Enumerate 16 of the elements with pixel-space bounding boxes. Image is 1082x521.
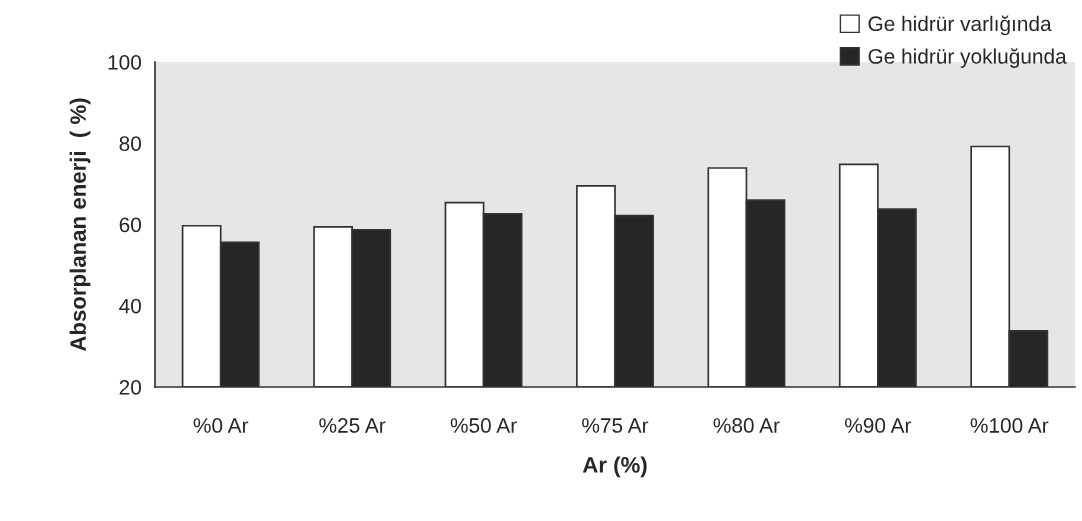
x-tick-label: %90 Ar bbox=[845, 418, 912, 433]
x-tick-label: %0 Ar bbox=[193, 418, 249, 433]
x-tick-label: %100 Ar bbox=[970, 418, 1049, 433]
y-axis-title: Absorplanan enerji ( %) bbox=[69, 98, 91, 352]
x-tick-label: %25 Ar bbox=[319, 418, 386, 433]
y-tick-label: 60 bbox=[119, 217, 141, 233]
x-axis-title: Ar (%) bbox=[582, 456, 647, 478]
legend-label: Ge hidrür yokluğunda bbox=[868, 48, 1067, 68]
y-tick-label: 80 bbox=[119, 136, 141, 151]
legend-label: Ge hidrür varlığında bbox=[868, 15, 1052, 36]
x-tick-label: %75 Ar bbox=[582, 418, 649, 433]
x-tick-label: %50 Ar bbox=[450, 418, 517, 433]
y-tick-label: 20 bbox=[119, 380, 141, 395]
x-tick-label: %80 Ar bbox=[713, 418, 780, 433]
y-tick-label: 100 bbox=[108, 55, 141, 70]
y-tick-label: 40 bbox=[119, 298, 141, 314]
